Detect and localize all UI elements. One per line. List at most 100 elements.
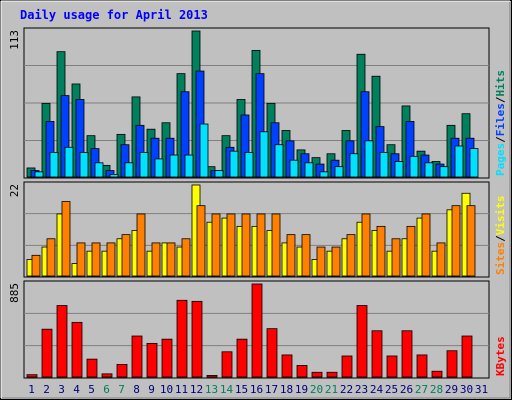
- bar-kbytes-day-9: [146, 342, 158, 378]
- x-tick-label: 11: [175, 383, 188, 396]
- x-tick-label: 24: [370, 383, 384, 396]
- bar-sites-day-3: [61, 201, 71, 277]
- x-tick-label: 5: [88, 383, 95, 396]
- bar-pages-day-15: [244, 152, 254, 178]
- bar-sites-day-30: [466, 205, 476, 277]
- bar-kbytes-day-17: [266, 328, 278, 378]
- bar-sites-day-12: [196, 205, 206, 277]
- x-tick-label: 1: [28, 383, 35, 396]
- bar-kbytes-day-19: [296, 365, 308, 378]
- x-tick-label: 2: [43, 383, 50, 396]
- bar-sites-day-28: [436, 242, 446, 277]
- bar-pages-day-29: [454, 145, 464, 178]
- legend-entry: KBytes: [494, 336, 507, 376]
- bar-pages-day-24: [379, 152, 389, 178]
- bar-kbytes-day-6: [101, 373, 113, 378]
- bar-kbytes-day-7: [116, 363, 128, 378]
- x-tick-label: 19: [295, 383, 308, 396]
- bar-pages-day-25: [394, 161, 404, 178]
- bar-sites-day-5: [91, 242, 101, 277]
- bar-kbytes-day-12: [191, 300, 203, 378]
- bar-kbytes-day-21: [326, 371, 338, 378]
- bar-pages-day-4: [79, 152, 89, 178]
- bar-pages-day-2: [49, 152, 59, 178]
- bar-pages-day-18: [289, 159, 299, 178]
- x-tick-label: 31: [475, 383, 488, 396]
- bar-pages-day-12: [199, 123, 209, 178]
- bar-sites-day-15: [241, 213, 251, 277]
- panel-hits-files-pages: 113: [8, 27, 490, 179]
- x-tick-label: 6: [103, 383, 110, 396]
- bar-pages-day-6: [109, 174, 119, 178]
- bar-kbytes-day-23: [356, 305, 368, 378]
- bar-sites-day-7: [121, 234, 131, 277]
- bar-kbytes-day-5: [86, 358, 98, 378]
- legend-entry: /: [494, 235, 507, 242]
- x-tick-label: 9: [148, 383, 155, 396]
- bar-sites-day-25: [391, 238, 401, 277]
- bar-kbytes-day-25: [386, 355, 398, 378]
- bar-pages-day-26: [409, 155, 419, 178]
- bar-pages-day-7: [124, 162, 134, 178]
- bar-sites-day-21: [331, 246, 341, 277]
- panel-kbytes-max-label: 885: [8, 283, 21, 303]
- bar-pages-day-17: [274, 144, 284, 178]
- x-tick-label: 25: [385, 383, 398, 396]
- panel-visits-sites: 22: [8, 181, 490, 278]
- bar-kbytes-day-28: [431, 370, 443, 378]
- x-tick-label: 26: [400, 383, 413, 396]
- bar-sites-day-8: [136, 213, 146, 277]
- bar-kbytes-day-30: [461, 335, 473, 378]
- bar-pages-day-3: [64, 146, 74, 178]
- bar-kbytes-day-29: [446, 350, 458, 378]
- bar-kbytes-day-11: [176, 299, 188, 378]
- bar-sites-day-13: [211, 213, 221, 277]
- bar-pages-day-10: [169, 154, 179, 178]
- bar-pages-day-16: [259, 131, 269, 178]
- bar-kbytes-day-2: [41, 328, 53, 378]
- bar-kbytes-day-26: [401, 330, 413, 378]
- bar-sites-day-17: [271, 213, 281, 277]
- bar-pages-day-19: [304, 162, 314, 178]
- bar-pages-day-8: [139, 152, 149, 178]
- panel-visits-sites-max-label: 22: [8, 184, 21, 197]
- bar-pages-day-21: [334, 166, 344, 178]
- bar-pages-day-27: [424, 162, 434, 178]
- bar-kbytes-day-20: [311, 371, 323, 378]
- bar-sites-day-9: [151, 242, 161, 277]
- bar-pages-day-5: [94, 162, 104, 178]
- panel-hits-files-pages-max-label: 113: [8, 30, 21, 50]
- bar-pages-day-30: [469, 148, 479, 178]
- x-tick-label: 28: [430, 383, 443, 396]
- bar-sites-day-11: [181, 238, 191, 277]
- bar-kbytes-day-4: [71, 321, 83, 378]
- legend-entry: Sites: [494, 242, 507, 275]
- panel-kbytes: 885: [8, 280, 490, 379]
- x-tick-label: 13: [205, 383, 218, 396]
- x-tick-label: 14: [220, 383, 234, 396]
- bar-kbytes-day-18: [281, 354, 293, 378]
- chart-title: Daily usage for April 2013: [20, 8, 208, 22]
- bar-kbytes-day-10: [161, 338, 173, 378]
- legend-entry: /: [494, 96, 507, 103]
- bar-sites-day-16: [256, 213, 266, 277]
- bar-pages-day-28: [439, 166, 449, 178]
- bar-kbytes-day-14: [221, 351, 233, 378]
- legend-entry: Files: [494, 103, 507, 136]
- bar-pages-day-20: [319, 171, 329, 178]
- bar-sites-day-6: [106, 242, 116, 277]
- legend-entry: Visits: [494, 196, 507, 236]
- x-tick-label: 10: [160, 383, 173, 396]
- bar-kbytes-day-8: [131, 335, 143, 378]
- x-tick-label: 3: [58, 383, 65, 396]
- x-tick-label: 22: [340, 383, 353, 396]
- bar-sites-day-29: [451, 205, 461, 277]
- x-tick-label: 18: [280, 383, 293, 396]
- legend-entry: /: [494, 136, 507, 143]
- bar-kbytes-day-1: [26, 374, 38, 378]
- bar-pages-day-22: [349, 153, 359, 178]
- panel-visits-sites-legend: Sites/Visits: [494, 196, 507, 276]
- bar-kbytes-day-16: [251, 283, 263, 378]
- bar-pages-day-11: [184, 154, 194, 178]
